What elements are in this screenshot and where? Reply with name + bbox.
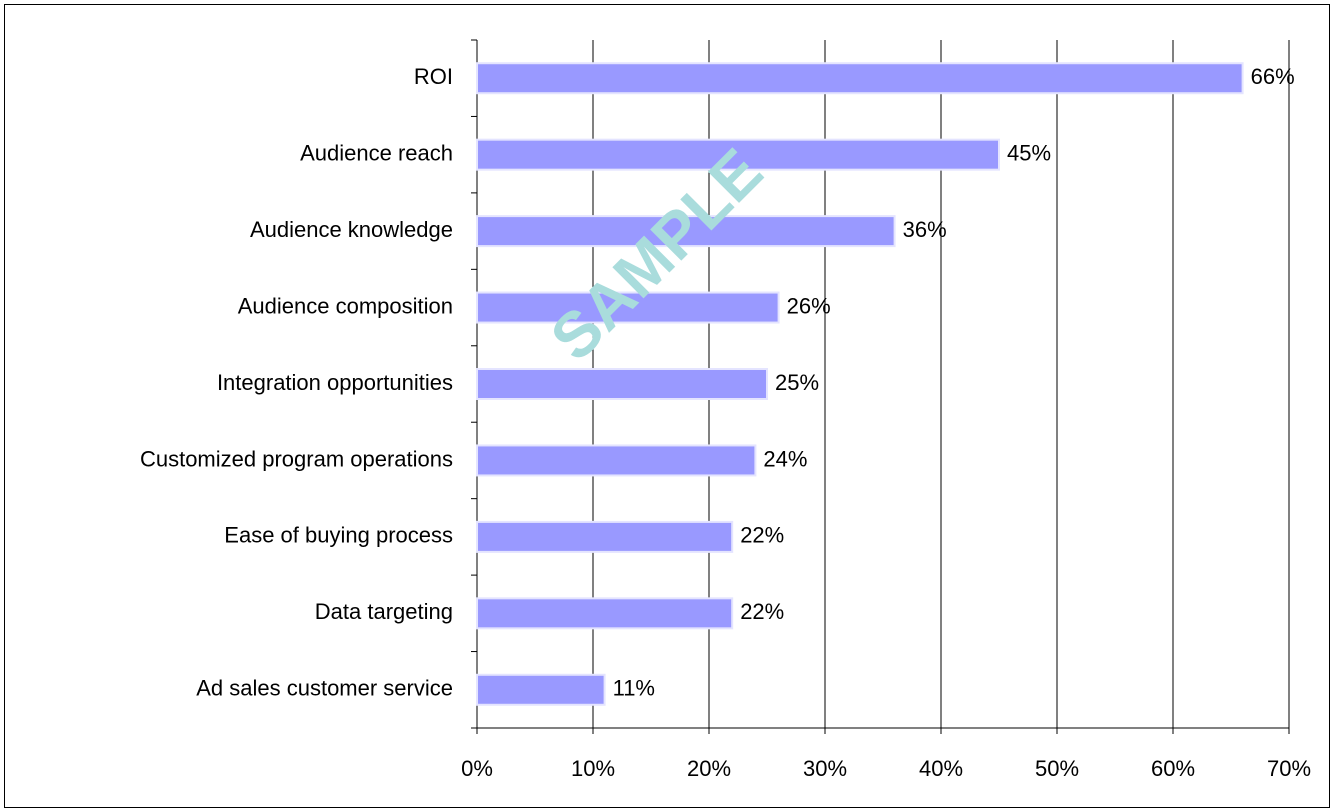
x-tick-label: 0% [461,756,493,781]
data-label: 11% [613,676,655,701]
data-label: 66% [1251,64,1295,89]
x-tick-label: 60% [1151,756,1195,781]
bar [476,520,734,553]
y-tick-label: Audience reach [300,140,453,165]
x-tick-label: 10% [571,756,615,781]
bar [476,368,768,400]
y-tick-label: Data targeting [315,599,453,624]
data-label: 24% [763,446,807,471]
chart-border [4,4,1330,808]
data-label: 22% [740,523,784,548]
data-label: 45% [1007,140,1051,165]
bar [476,215,896,248]
data-label: 36% [903,217,947,242]
x-tick-label: 70% [1267,756,1311,781]
y-tick-label: Ad sales customer service [196,676,453,701]
y-tick-label: Customized program operations [140,446,453,471]
y-tick-label: Audience composition [238,293,453,318]
bar [476,673,606,706]
bar [476,138,1000,171]
data-label: 22% [740,599,784,624]
x-tick-label: 50% [1035,756,1079,781]
x-tick-label: 30% [803,756,847,781]
y-tick-label: Ease of buying process [224,523,453,548]
y-tick-label: ROI [414,64,453,89]
data-label: 26% [787,293,831,318]
bar [476,62,1244,95]
bar [476,444,757,477]
x-tick-label: 40% [919,756,963,781]
y-tick-label: Integration opportunities [217,370,453,395]
x-tick-label: 20% [687,756,731,781]
bar [476,291,780,324]
bar [476,597,734,630]
data-label: 25% [775,370,819,395]
y-tick-label: Audience knowledge [250,217,453,242]
